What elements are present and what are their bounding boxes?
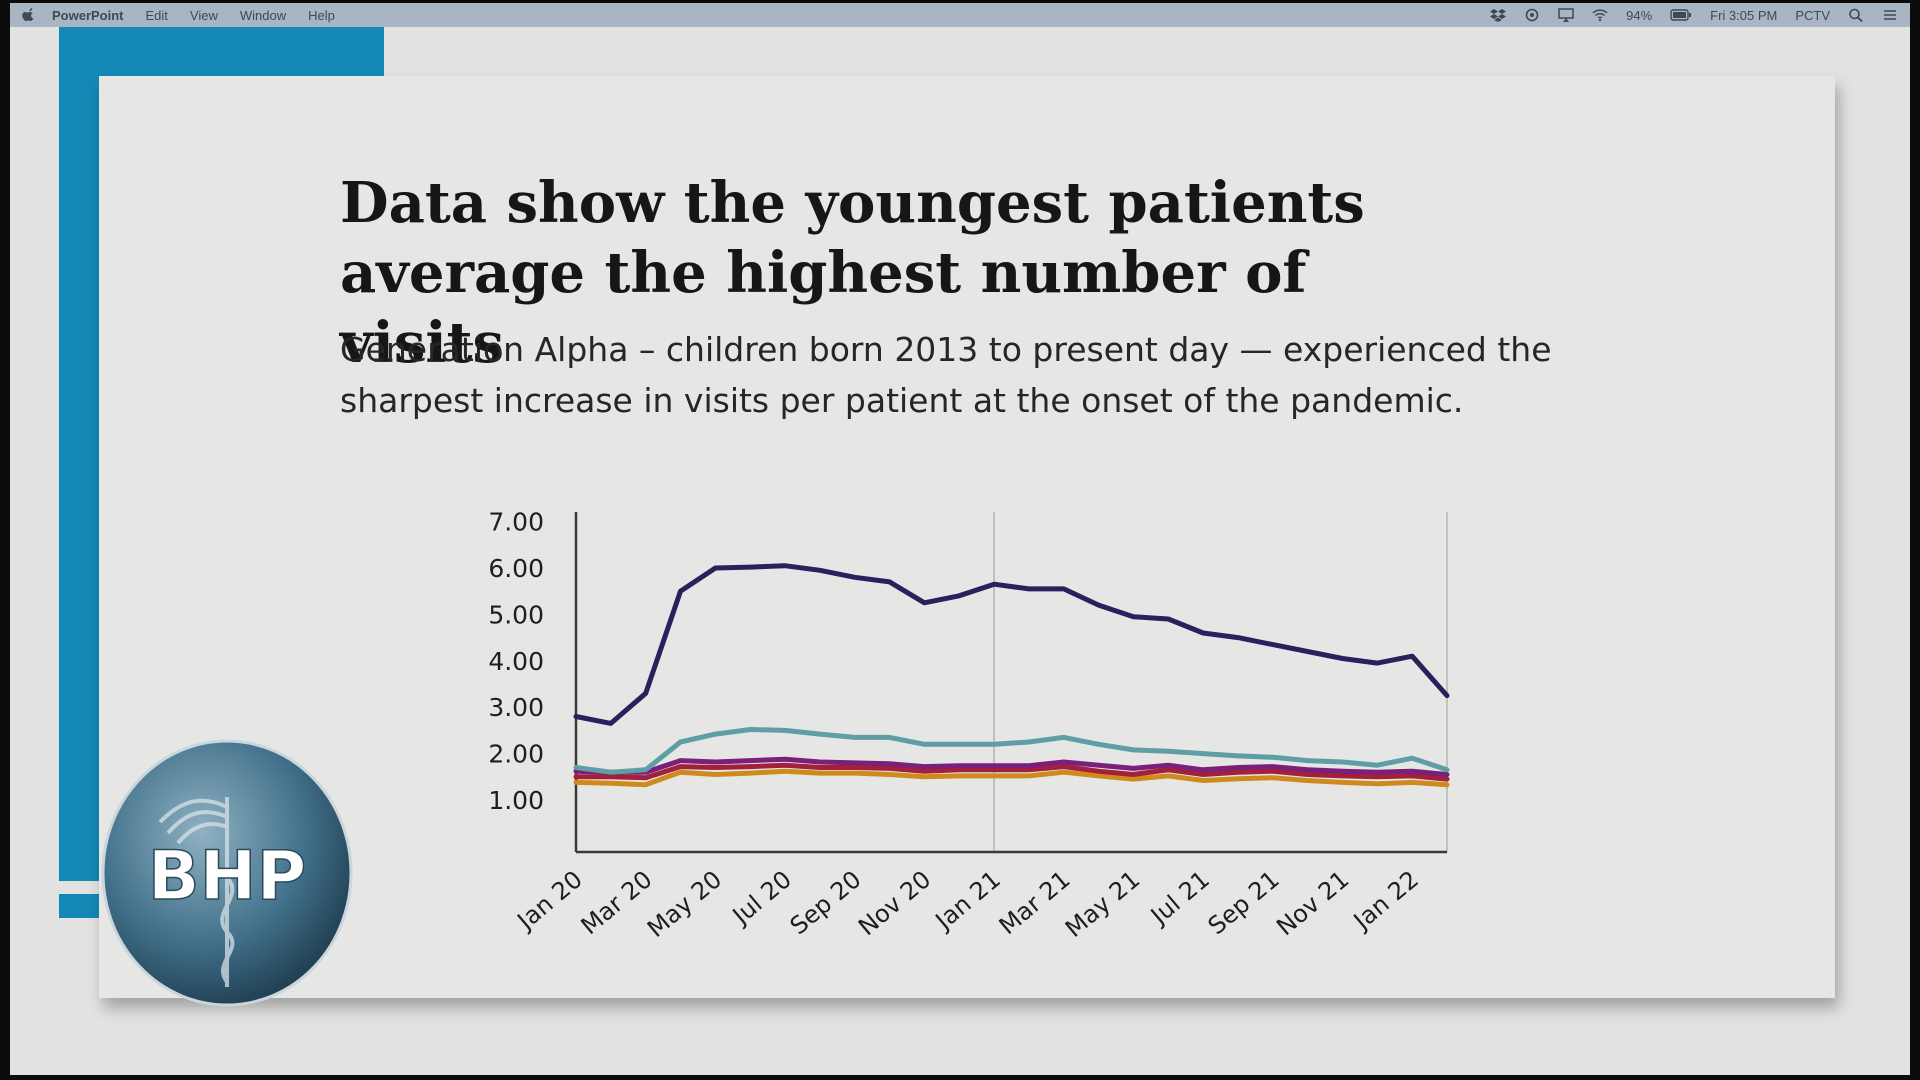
accent-bar-left: [59, 27, 99, 881]
sync-icon[interactable]: [1524, 8, 1540, 22]
clock[interactable]: Fri 3:05 PM: [1710, 7, 1778, 23]
airplay-icon[interactable]: [1558, 8, 1574, 22]
x-tick-label: Mar 21: [994, 865, 1076, 940]
x-tick-label: May 21: [1060, 865, 1145, 943]
series-line-2: [573, 727, 1450, 775]
slide-subtitle-line-2: sharpest increase in visits per patient …: [340, 381, 1464, 420]
slide-subtitle-line-1: Generation Alpha – children born 2013 to…: [340, 330, 1552, 369]
search-icon[interactable]: [1848, 8, 1864, 22]
logo-text: BHP: [148, 837, 307, 916]
series-line-3: [573, 756, 1450, 777]
menu-view[interactable]: View: [189, 7, 218, 23]
list-icon[interactable]: [1882, 8, 1898, 22]
y-tick-label: 2.00: [488, 740, 544, 769]
slide-subtitle: Generation Alpha – children born 2013 to…: [340, 324, 1580, 426]
series-line-4: [573, 762, 1450, 782]
slide-title-line-2: average the highest number of visits: [340, 240, 1307, 376]
dropbox-icon[interactable]: [1490, 8, 1507, 22]
user-name[interactable]: PCTV: [1795, 7, 1830, 23]
battery-percent: 94%: [1626, 7, 1653, 23]
x-tick-label: Nov 21: [1271, 865, 1354, 941]
y-tick-label: 3.00: [488, 693, 544, 722]
menu-window[interactable]: Window: [239, 7, 287, 23]
menu-help[interactable]: Help: [308, 7, 335, 23]
apple-icon[interactable]: [22, 8, 36, 22]
x-tick-label: Mar 20: [576, 865, 658, 940]
slide-title-line-1: Data show the youngest patients: [340, 170, 1365, 236]
battery-icon[interactable]: [1670, 8, 1692, 22]
y-tick-label: 4.00: [488, 647, 544, 676]
y-tick-label: 6.00: [488, 554, 544, 583]
y-tick-label: 1.00: [488, 786, 544, 815]
x-tick-label: Nov 20: [853, 865, 936, 941]
y-tick-label: 7.00: [488, 508, 544, 537]
x-tick-label: Sep 21: [1203, 865, 1285, 940]
series-line-1: [573, 563, 1450, 726]
menu-bar: PowerPoint Edit View Window Help 94% Fri…: [10, 3, 1910, 27]
x-tick-label: Jan 20: [511, 865, 588, 936]
menu-edit[interactable]: Edit: [145, 7, 168, 23]
app-menu-powerpoint[interactable]: PowerPoint: [52, 7, 124, 23]
x-tick-label: Jan 22: [1347, 865, 1424, 936]
y-tick-label: 5.00: [488, 600, 544, 629]
slide: [99, 76, 1835, 998]
x-tick-label: Sep 20: [785, 865, 867, 940]
accent-bar-stub: [59, 894, 99, 918]
caduceus-icon: [158, 797, 235, 987]
bhp-logo: BHP: [101, 739, 353, 1007]
x-tick-label: Jan 21: [929, 865, 1006, 936]
slide-title: Data show the youngest patients average …: [340, 168, 1440, 378]
series-line-5: [573, 768, 1450, 788]
wifi-icon[interactable]: [1592, 8, 1608, 22]
accent-bar-top: [59, 27, 384, 76]
x-tick-label: May 20: [642, 865, 727, 943]
